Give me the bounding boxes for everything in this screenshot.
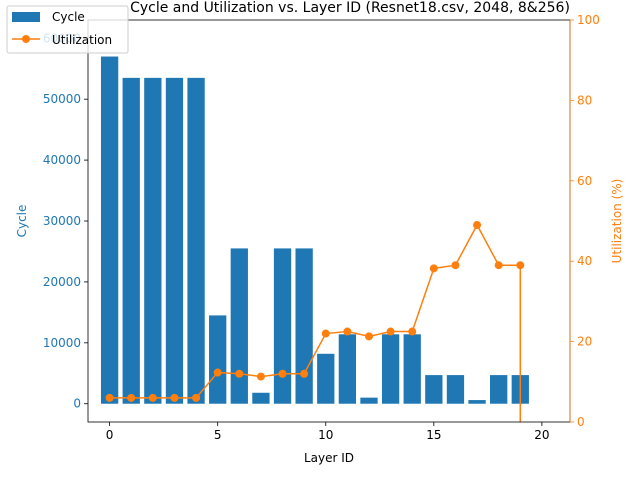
utilization-point-11 <box>343 327 352 336</box>
y-left-tick-label-10000: 10000 <box>43 336 81 350</box>
y-right-tick-label-80: 80 <box>577 93 592 107</box>
utilization-point-3 <box>170 393 179 402</box>
bar-layer-18 <box>490 375 508 404</box>
bar-layer-12 <box>360 397 378 404</box>
utilization-point-9 <box>300 369 309 378</box>
y-right-tick-label-60: 60 <box>577 174 592 188</box>
bar-layer-5 <box>209 315 227 404</box>
y-left-tick-label-50000: 50000 <box>43 92 81 106</box>
bar-layer-7 <box>252 392 270 404</box>
utilization-point-18 <box>494 261 503 270</box>
x-tick-label-15: 15 <box>426 428 441 442</box>
x-axis-label: Layer ID <box>304 451 354 465</box>
utilization-point-6 <box>235 369 244 378</box>
bar-layer-8 <box>273 248 292 404</box>
y-left-tick-label-0: 0 <box>73 397 81 411</box>
x-tick-label-5: 5 <box>214 428 222 442</box>
line-group <box>105 221 525 422</box>
x-tick-label-20: 20 <box>534 428 549 442</box>
chart-title: Cycle and Utilization vs. Layer ID (Resn… <box>130 0 570 16</box>
bar-layer-6 <box>230 248 248 404</box>
bar-layer-3 <box>165 77 184 404</box>
y-left-tick-label-30000: 30000 <box>43 214 81 228</box>
bar-layer-15 <box>425 375 443 404</box>
utilization-point-5 <box>213 368 222 377</box>
bar-layer-1 <box>122 77 140 404</box>
utilization-point-17 <box>473 221 482 230</box>
utilization-point-8 <box>278 369 287 378</box>
bar-layer-16 <box>446 375 465 404</box>
bar-layer-13 <box>381 334 400 404</box>
utilization-point-15 <box>429 264 438 273</box>
y-axis-left-label: Cycle <box>15 205 29 238</box>
y-left-tick-label-40000: 40000 <box>43 153 81 167</box>
utilization-point-0 <box>105 393 114 402</box>
bar-layer-10 <box>317 353 335 404</box>
legend: Cycle Utilization <box>6 5 129 54</box>
bar-layer-0 <box>100 56 119 404</box>
utilization-point-12 <box>364 332 373 341</box>
utilization-point-1 <box>127 393 136 402</box>
bar-layer-11 <box>338 334 357 404</box>
bars-group <box>100 56 529 404</box>
bar-layer-4 <box>187 77 205 404</box>
bar-layer-9 <box>295 248 313 404</box>
y-right-tick-label-100: 100 <box>577 13 600 27</box>
utilization-point-14 <box>408 327 417 336</box>
bar-layer-14 <box>403 334 421 404</box>
x-tick-label-10: 10 <box>318 428 333 442</box>
y-right-tick-label-0: 0 <box>577 415 585 429</box>
utilization-point-13 <box>386 327 395 336</box>
y-right-tick-label-20: 20 <box>577 335 592 349</box>
utilization-point-16 <box>451 261 460 270</box>
legend-marker <box>22 35 30 43</box>
utilization-point-19 <box>516 261 525 270</box>
utilization-point-10 <box>321 329 330 338</box>
x-tick-label-0: 0 <box>106 428 114 442</box>
y-left-tick-label-20000: 20000 <box>43 275 81 289</box>
bar-layer-17 <box>468 400 486 404</box>
y-right-tick-label-40: 40 <box>577 254 592 268</box>
utilization-point-2 <box>148 393 157 402</box>
legend-label-utilization: Utilization <box>52 33 112 47</box>
legend-bar-swatch <box>12 12 40 22</box>
legend-label-cycle: Cycle <box>52 10 85 24</box>
bar-layer-2 <box>144 77 162 404</box>
y-axis-right-label: Utilization (%) <box>610 179 624 264</box>
utilization-point-7 <box>256 372 265 381</box>
utilization-point-4 <box>192 393 201 402</box>
